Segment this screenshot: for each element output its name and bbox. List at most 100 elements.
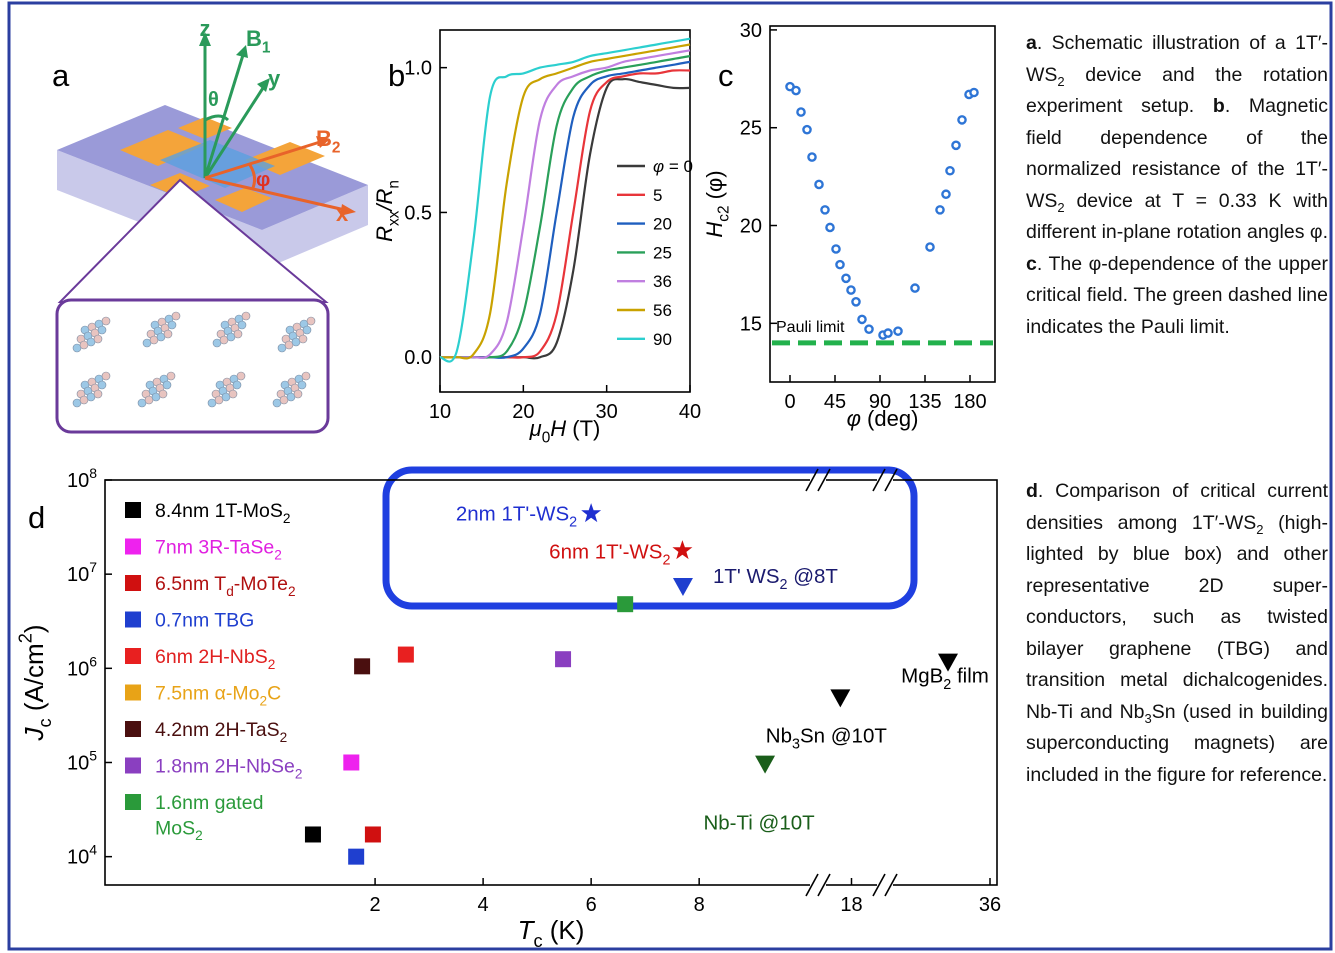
phi-arc bbox=[248, 164, 257, 191]
caption-run: . The φ-dependence of the upper critical… bbox=[1026, 252, 1328, 338]
text-run: Sn @10T bbox=[800, 724, 887, 747]
atom bbox=[237, 320, 247, 330]
caption: a. Schematic illustration of a 1T′-WS2 d… bbox=[1026, 28, 1328, 343]
text-run: n bbox=[386, 180, 403, 189]
point bbox=[945, 165, 955, 176]
x-tick-label: 2 bbox=[370, 894, 381, 916]
marker-triangle bbox=[672, 578, 693, 597]
plot-frame bbox=[439, 29, 691, 393]
arrow-head bbox=[316, 136, 330, 148]
legend-swatch bbox=[125, 684, 141, 701]
marker-triangle bbox=[755, 755, 776, 774]
text-run: 10 bbox=[67, 752, 89, 774]
text-run: MgB bbox=[901, 665, 943, 688]
label-z: z bbox=[200, 16, 211, 41]
point bbox=[835, 259, 845, 270]
text-run: 2 bbox=[943, 677, 951, 693]
text-run: 2 bbox=[195, 828, 203, 843]
legend-label: 7nm 3R-TaSe2 bbox=[155, 537, 282, 563]
marker-square bbox=[343, 754, 360, 771]
caption-run: 2 bbox=[1256, 521, 1264, 537]
caption-run: device and the rotation experiment setup… bbox=[1026, 63, 1328, 118]
text-run: 7nm 3R-TaSe bbox=[155, 537, 274, 559]
panel-label: b bbox=[388, 58, 405, 93]
marker-square bbox=[397, 646, 414, 663]
label-b2: B2 bbox=[316, 126, 340, 157]
atom bbox=[306, 316, 316, 326]
legend-label: 25 bbox=[653, 243, 672, 262]
y-tick-label: 106 bbox=[67, 653, 97, 680]
text-run: C bbox=[267, 683, 281, 705]
x-tick-label: 4 bbox=[478, 894, 489, 916]
axis-break bbox=[805, 873, 819, 897]
legend-label: 90 bbox=[653, 330, 672, 349]
legend-label: 56 bbox=[653, 301, 672, 320]
legend-label: 6nm 2H-NbS2 bbox=[155, 646, 275, 672]
point-label: 1T' WS2 @8T bbox=[713, 565, 838, 593]
point bbox=[846, 285, 856, 295]
text-run: 1.8nm 2H-NbSe bbox=[155, 756, 295, 778]
text-run: J bbox=[19, 727, 49, 742]
text-run: (A/cm bbox=[19, 643, 49, 718]
atom bbox=[158, 389, 168, 399]
point bbox=[957, 115, 967, 125]
label-phi: φ bbox=[256, 169, 270, 191]
y-axis bbox=[203, 87, 265, 179]
atom bbox=[101, 316, 111, 326]
label-x: x bbox=[336, 201, 349, 226]
caption-run: b bbox=[1212, 95, 1225, 117]
x-axis-label: φ (deg) bbox=[847, 406, 919, 431]
text-run: 6nm 2H-NbS bbox=[155, 646, 268, 668]
atom bbox=[236, 371, 246, 381]
legend-label: 1.8nm 2H-NbSe2 bbox=[155, 756, 302, 782]
text-run: 2 bbox=[259, 693, 267, 708]
x-tick-label: 36 bbox=[979, 894, 1001, 916]
marker-square bbox=[348, 848, 365, 865]
text-run: c bbox=[35, 718, 55, 727]
y-axis-label: Rxx/Rn bbox=[372, 180, 403, 242]
y-tick-label: 25 bbox=[740, 118, 762, 140]
marker-square bbox=[304, 826, 321, 843]
point-label: Nb-Ti @10T bbox=[703, 812, 815, 835]
caption-run: a bbox=[1026, 32, 1037, 54]
marker-star bbox=[581, 503, 602, 523]
series-line bbox=[439, 37, 691, 363]
text-run: 4.2nm 2H-TaS bbox=[155, 719, 280, 741]
caption-run: 3 bbox=[1144, 710, 1152, 726]
point-label: MgB2 film bbox=[901, 665, 989, 693]
atom bbox=[163, 329, 173, 339]
marker-triangle bbox=[938, 653, 958, 672]
caption-run: . Schematic illustration of a 1T′-WS bbox=[1026, 32, 1328, 86]
caption-run: . Comparison of critical current densiti… bbox=[1026, 480, 1328, 534]
legend-label: 8.4nm 1T-MoS2 bbox=[155, 500, 290, 526]
y-tick-label: 105 bbox=[67, 747, 97, 774]
axis-break bbox=[872, 873, 886, 897]
x-tick-label: 40 bbox=[679, 401, 701, 423]
text-run: c2 bbox=[716, 205, 733, 221]
y-tick-label: 20 bbox=[740, 216, 762, 238]
text-run: ) bbox=[19, 625, 49, 634]
x-tick-label: 8 bbox=[694, 894, 705, 916]
plot-frame bbox=[769, 25, 996, 383]
x-axis-label: Tc (K) bbox=[518, 915, 585, 951]
atom-box bbox=[55, 298, 330, 434]
legend-swatch bbox=[125, 611, 141, 628]
point bbox=[802, 124, 812, 135]
highlight-box bbox=[382, 466, 918, 610]
x-tick-label: 90 bbox=[869, 391, 891, 413]
marker-square bbox=[617, 596, 634, 613]
atom bbox=[228, 389, 238, 399]
axis-break-gap bbox=[877, 477, 893, 483]
caption: d. Comparison of critical current densit… bbox=[1026, 476, 1328, 791]
arrow-head bbox=[199, 32, 211, 46]
text-run: B bbox=[246, 26, 262, 51]
point bbox=[831, 244, 841, 254]
text-run: 10 bbox=[67, 470, 89, 492]
text-run: MoS bbox=[155, 817, 195, 839]
axes-arrows bbox=[203, 42, 265, 179]
text-run: xx bbox=[386, 210, 403, 226]
text-run: μ bbox=[529, 416, 542, 441]
caption-run: (high-lighted by blue box) and other rep… bbox=[1026, 511, 1328, 723]
y-tick-label: 0.0 bbox=[404, 347, 432, 369]
text-run: 10 bbox=[67, 847, 89, 869]
